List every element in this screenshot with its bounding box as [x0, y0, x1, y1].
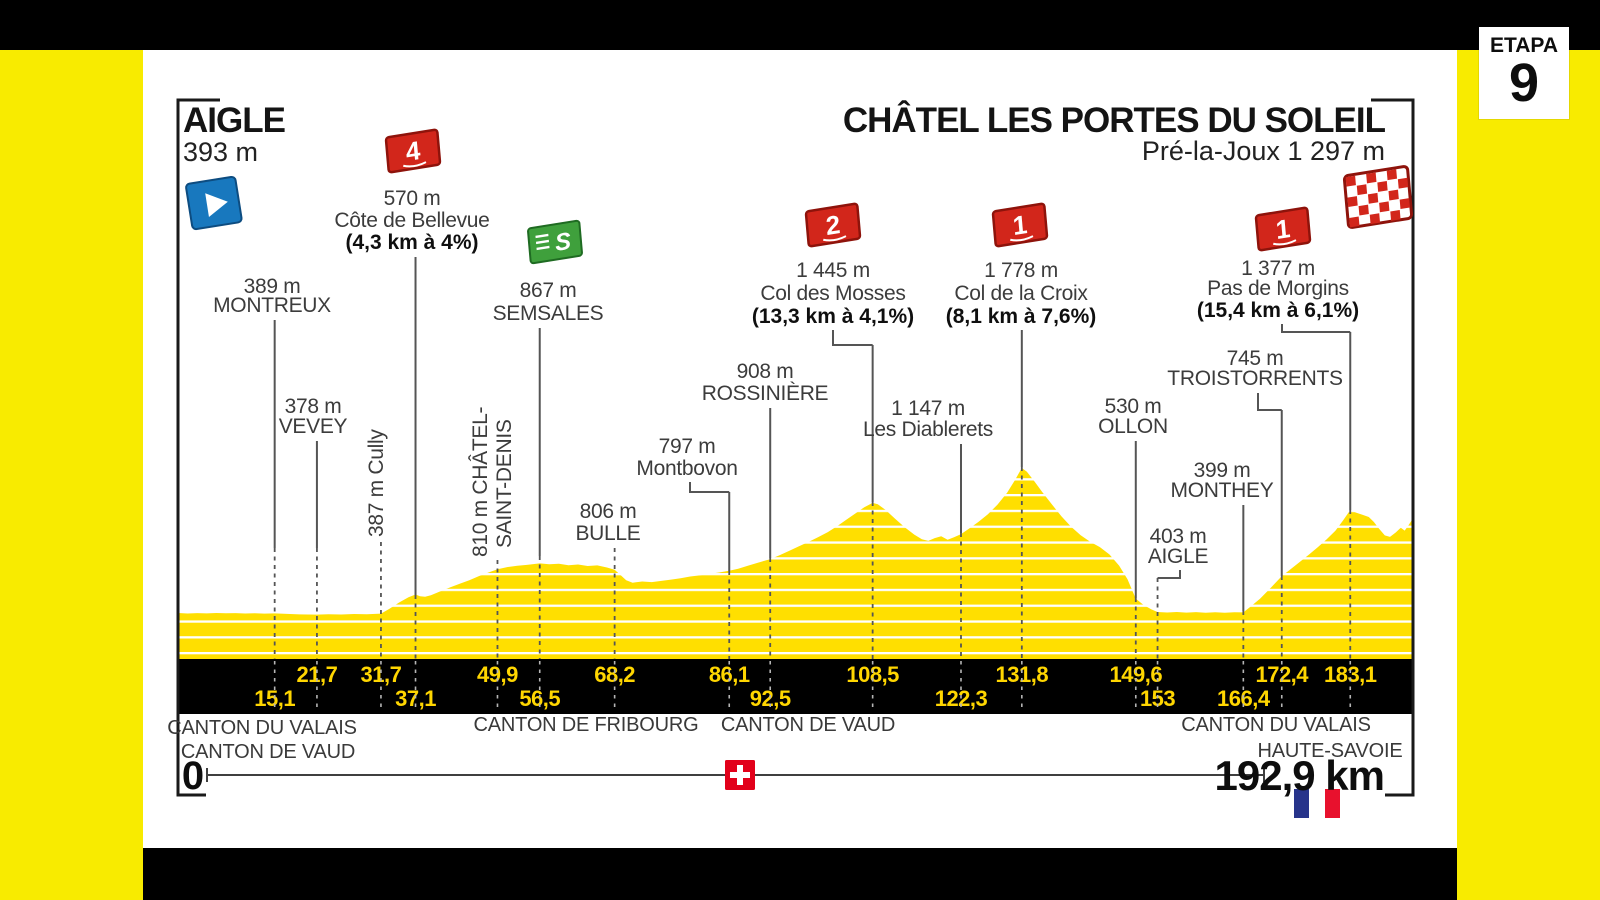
km-tick-label: 68,2	[594, 662, 635, 687]
region-label: HAUTE-SAVOIE	[1257, 740, 1402, 762]
waypoint-connector-elbow	[1157, 570, 1181, 579]
waypoint-label-rotated: SAINT-DENIS	[493, 419, 516, 548]
scale-total-label: 192,9 km	[1215, 752, 1384, 799]
stage-badge-connector	[1521, 0, 1526, 27]
waypoint-label: Col de la Croix	[954, 282, 1088, 305]
category-1-flag: 1	[991, 202, 1049, 248]
waypoint-label: Pas de Morgins	[1207, 277, 1349, 300]
km-tick-label: 86,1	[709, 662, 750, 687]
waypoint-label-rotated: 810 m CHÂTEL-	[469, 407, 492, 557]
waypoint-label: 797 m	[659, 435, 716, 458]
svg-text:2: 2	[825, 209, 842, 241]
climb-stats-label: (15,4 km à 6,1%)	[1197, 299, 1359, 322]
climb-stats-label: (13,3 km à 4,1%)	[752, 305, 914, 328]
swiss-flag-icon	[725, 760, 755, 790]
category-1-flag: 1	[1254, 206, 1312, 252]
start-town-name: AIGLE	[183, 101, 285, 140]
waypoint-label: 1 377 m	[1241, 257, 1315, 280]
elevation-profile-area	[178, 468, 1413, 661]
start-elevation: 393 m	[183, 137, 258, 167]
waypoint-label: VEVEY	[279, 415, 348, 438]
km-strip	[178, 659, 1413, 714]
svg-text:S: S	[554, 228, 572, 257]
climb-stats-label: (4,3 km à 4%)	[345, 231, 478, 254]
left-yellow-band	[0, 50, 143, 900]
km-tick-label: 172,4	[1255, 662, 1309, 687]
waypoint-label: Montbovon	[636, 457, 737, 480]
stage-badge-label: ETAPA	[1489, 34, 1559, 57]
svg-text:1: 1	[1012, 209, 1029, 241]
waypoint-label: OLLON	[1098, 415, 1168, 438]
waypoint-label: 389 m	[244, 275, 301, 298]
finish-flag-icon	[1342, 165, 1414, 229]
waypoint-connector-elbow	[1257, 393, 1282, 411]
region-label: CANTON DE VAUD	[181, 741, 355, 763]
region-label: CANTON DE VAUD	[721, 714, 895, 736]
waypoint-connector-elbow	[832, 330, 873, 346]
waypoint-label: TROISTORRENTS	[1167, 367, 1343, 390]
waypoint-label-rotated: 387 m Cully	[365, 429, 388, 537]
french-flag-icon	[1294, 789, 1340, 818]
category-4-flag: 4	[384, 128, 442, 174]
waypoint-label: Col des Mosses	[760, 282, 905, 305]
waypoint-label: 745 m	[1227, 347, 1284, 370]
waypoint-connector-elbow	[1281, 324, 1351, 333]
km-tick-label: 108,5	[846, 662, 899, 687]
finish-site-elevation: Pré-la-Joux 1 297 m	[1142, 136, 1385, 166]
stage-number: 9	[1508, 53, 1540, 113]
waypoint-label: 806 m	[580, 500, 637, 523]
waypoint-label: 1 147 m	[891, 397, 965, 420]
waypoint-connector-elbow	[689, 482, 730, 493]
finish-town-name: CHÂTEL LES PORTES DU SOLEIL	[843, 100, 1386, 140]
scale-start-label: 0	[182, 754, 204, 798]
waypoint-label: 1 445 m	[796, 259, 870, 282]
waypoint-label: 1 778 m	[984, 259, 1058, 282]
waypoint-label: 570 m	[384, 187, 441, 210]
svg-text:1: 1	[1275, 213, 1292, 245]
waypoint-label: 867 m	[520, 279, 577, 302]
waypoint-label: 530 m	[1105, 395, 1162, 418]
km-tick-label: 166,4	[1217, 686, 1271, 711]
bottom-black-bar	[143, 848, 1457, 900]
km-tick-label: 131,8	[996, 662, 1049, 687]
region-label: CANTON DU VALAIS	[1181, 714, 1370, 736]
waypoint-label: 378 m	[285, 395, 342, 418]
frame-left-bracket	[176, 98, 220, 797]
km-tick-label: 183,1	[1324, 662, 1377, 687]
waypoint-label: 399 m	[1194, 459, 1251, 482]
km-tick-label: 21,7	[297, 662, 338, 687]
km-tick-label: 49,9	[477, 662, 518, 687]
stage-badge: ETAPA 9	[1479, 27, 1569, 119]
waypoint-label: MONTHEY	[1171, 479, 1274, 502]
waypoint-label: MONTREUX	[213, 294, 331, 317]
category-2-flag: 2	[804, 202, 862, 248]
right-yellow-band	[1457, 50, 1600, 900]
svg-text:4: 4	[405, 135, 422, 167]
waypoint-label: Les Diablerets	[863, 418, 993, 441]
region-label: CANTON DE FRIBOURG	[474, 714, 699, 736]
waypoint-label: Côte de Bellevue	[334, 209, 489, 232]
waypoint-label: ROSSINIÈRE	[702, 382, 829, 405]
waypoint-label: BULLE	[575, 522, 640, 545]
waypoint-label: 908 m	[737, 360, 794, 383]
frame-right-bracket	[1371, 98, 1415, 797]
climb-stats-label: (8,1 km à 7,6%)	[946, 305, 1097, 328]
sprint-flag: S	[527, 219, 583, 265]
waypoint-label: AIGLE	[1148, 545, 1209, 568]
region-label: CANTON DU VALAIS	[167, 717, 356, 739]
km-tick-label: 31,7	[361, 662, 402, 687]
top-black-bar	[0, 0, 1600, 50]
km-tick-label: 149,6	[1110, 662, 1163, 687]
waypoint-label: 403 m	[1150, 525, 1207, 548]
start-flag-icon	[185, 175, 243, 231]
waypoint-label: SEMSALES	[493, 302, 604, 325]
